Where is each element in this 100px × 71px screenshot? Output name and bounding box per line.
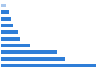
Bar (1, 17, 10, 21)
Bar (1, 57, 65, 61)
Bar (1, 64, 96, 67)
Bar (1, 44, 29, 47)
Bar (1, 10, 9, 14)
Bar (1, 37, 20, 41)
Bar (1, 30, 18, 34)
Bar (1, 4, 6, 7)
Bar (1, 24, 13, 27)
Bar (1, 50, 57, 54)
